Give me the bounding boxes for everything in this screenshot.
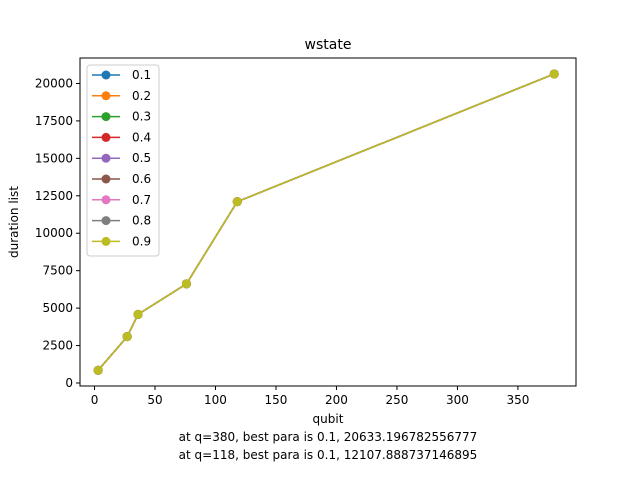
y-axis-ticks: 0 2500 5000 7500 10000 12500 15000 17500 20000 <box>35 76 80 390</box>
series-line <box>97 73 555 371</box>
legend-label: 0.3 <box>132 110 151 124</box>
x-tick-label: 250 <box>386 393 409 407</box>
legend-entry: 0.2 <box>92 89 151 103</box>
data-point <box>133 309 143 319</box>
chart-title: wstate <box>305 37 352 53</box>
legend-entry: 0.3 <box>92 110 151 124</box>
data-point <box>549 69 559 79</box>
data-point <box>232 197 242 207</box>
legend-entry: 0.5 <box>92 151 151 165</box>
plot-frame <box>79 57 577 387</box>
x-tick-label: 350 <box>506 393 529 407</box>
legend-entry: 0.6 <box>92 172 151 186</box>
y-tick-label: 20000 <box>35 76 73 90</box>
legend-label: 0.4 <box>132 130 151 144</box>
legend-entry: 0.8 <box>92 214 151 228</box>
legend-label: 0.9 <box>132 234 151 248</box>
series-layer <box>93 69 559 375</box>
y-tick-label: 17500 <box>35 114 73 128</box>
y-tick-label: 7500 <box>42 264 73 278</box>
legend-label: 0.6 <box>132 172 151 186</box>
legend-entry: 0.7 <box>92 193 151 207</box>
legend-entry: 0.4 <box>92 130 151 144</box>
legend-entry: 0.1 <box>92 68 151 82</box>
y-tick-label: 15000 <box>35 151 73 165</box>
y-tick-label: 5000 <box>42 301 73 315</box>
legend-marker <box>101 132 111 142</box>
legend-marker <box>101 174 111 184</box>
y-axis-label: duration list <box>7 186 21 258</box>
legend-label: 0.1 <box>132 68 151 82</box>
legend-label: 0.8 <box>132 214 151 228</box>
y-tick-label: 2500 <box>42 339 73 353</box>
series-0.9 <box>93 69 559 375</box>
x-axis-ticks: 0 50 100 150 200 250 300 350 <box>91 386 529 407</box>
x-tick-label: 200 <box>325 393 348 407</box>
data-point <box>93 365 103 375</box>
legend-marker <box>101 70 111 80</box>
legend-marker <box>101 216 111 226</box>
legend-label: 0.7 <box>132 193 151 207</box>
legend-marker <box>101 112 111 122</box>
x-tick-label: 100 <box>204 393 227 407</box>
x-tick-label: 0 <box>91 393 99 407</box>
y-tick-label: 12500 <box>35 189 73 203</box>
legend-label: 0.5 <box>132 151 151 165</box>
data-point <box>181 279 191 289</box>
legend-label: 0.2 <box>132 89 151 103</box>
x-tick-label: 150 <box>265 393 288 407</box>
annotation-q118: at q=118, best para is 0.1, 12107.888737… <box>179 448 478 462</box>
annotation-q380: at q=380, best para is 0.1, 20633.196782… <box>179 430 478 444</box>
x-axis-label: qubit <box>313 412 344 426</box>
legend: 0.1 0.2 0.3 0.4 0.5 0.6 0.7 0.8 0.9 <box>86 64 160 257</box>
legend-marker <box>101 195 111 205</box>
x-tick-label: 50 <box>147 393 162 407</box>
legend-marker <box>101 153 111 163</box>
data-point <box>122 332 132 342</box>
plot-area <box>80 58 576 386</box>
legend-entry: 0.9 <box>92 234 151 248</box>
legend-marker <box>101 236 111 246</box>
y-tick-label: 10000 <box>35 226 73 240</box>
legend-marker <box>101 91 111 101</box>
y-tick-label: 0 <box>65 376 73 390</box>
x-tick-label: 300 <box>446 393 469 407</box>
